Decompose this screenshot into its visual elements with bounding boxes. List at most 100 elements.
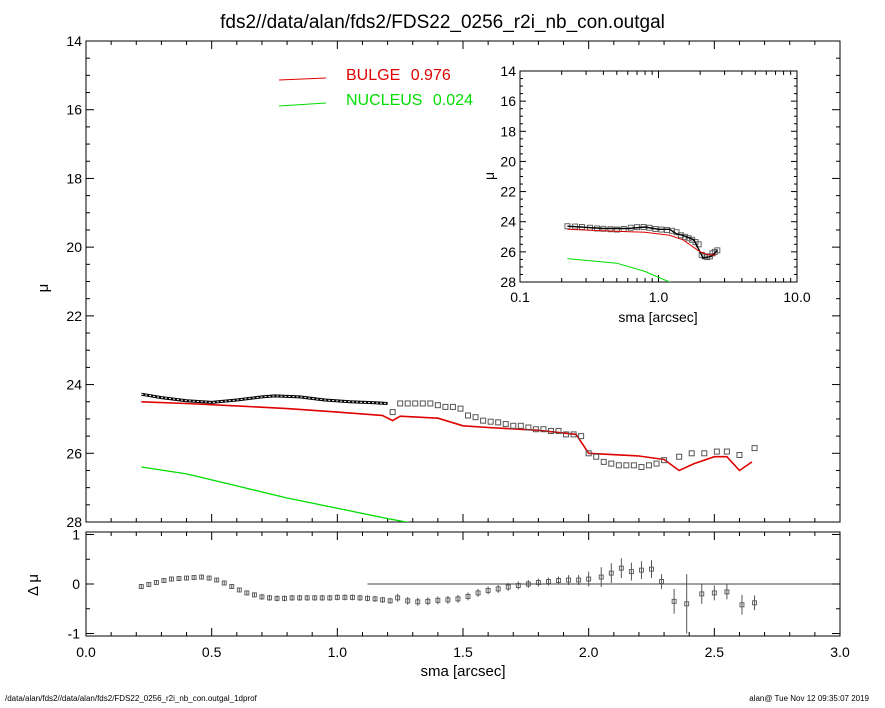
residual-data-point (535, 580, 541, 585)
main-y-tick-label: 18 (66, 170, 82, 186)
residual-data-point (244, 590, 250, 596)
footer-timestamp: alan@ Tue Nov 12 09:35:07 2019 (749, 694, 869, 703)
residual-data-point (372, 596, 378, 602)
res-x-tick-label: 3.0 (830, 644, 850, 660)
main-data-point (578, 433, 585, 440)
inset-y-tick-label: 22 (500, 184, 516, 200)
legend-bulge-label: BULGE 0.976 (346, 67, 451, 84)
inset-y-axis-label: μ (481, 172, 497, 180)
residual-data-point (251, 592, 257, 598)
inset-y-tick-label: 26 (500, 244, 516, 260)
residual-data-point (525, 581, 531, 587)
residual-data-point (435, 597, 441, 603)
main-data-point (502, 421, 509, 428)
main-data-point (412, 400, 419, 407)
model-curve (141, 392, 388, 405)
inset-plot-frame (519, 70, 798, 283)
main-y-axis-label: μ (35, 284, 52, 293)
res-y-tick-label: -1 (68, 626, 81, 642)
residual-data-point (349, 594, 355, 600)
main-data-point (540, 426, 547, 433)
main-data-point (751, 445, 758, 452)
main-y-tick-label: 16 (66, 102, 82, 118)
residual-data-point (365, 595, 370, 601)
res-x-tick-label: 1.0 (328, 644, 348, 660)
residual-data-point (495, 586, 501, 592)
residual-data-point (289, 595, 295, 601)
residual-data-point (214, 577, 220, 583)
inset-y-tick-label: 14 (500, 63, 516, 79)
main-data-point (653, 460, 660, 467)
residual-data-point (297, 595, 303, 601)
residual-data-point (505, 584, 511, 590)
res-x-tick-label: 2.0 (579, 644, 599, 660)
main-data-point (465, 412, 472, 419)
main-data-point (630, 462, 637, 469)
main-data-point (615, 462, 622, 469)
residual-data-point (628, 569, 634, 575)
main-data-point (442, 403, 449, 410)
residual-data-point (138, 584, 144, 589)
legend-nucleus-label: NUCLEUS 0.024 (346, 92, 473, 109)
inset-y-tick-label: 24 (500, 214, 516, 230)
residual-data-point (304, 595, 310, 601)
chart-title: fds2//data/alan/fds2/FDS22_0256_r2i_nb_c… (220, 12, 665, 33)
residual-data-point (556, 578, 561, 583)
main-data-point (713, 448, 720, 455)
inset-panel: 14 16 18 20 22 24 26 280.1 1.0 10.0 (500, 63, 810, 305)
inset-data-point (613, 226, 620, 233)
residual-data-point (146, 582, 152, 587)
main-data-point (623, 462, 630, 469)
main-data-point (397, 400, 404, 407)
main-data-point (434, 402, 441, 409)
residual-data-point (752, 600, 757, 606)
residual-data-point (405, 598, 411, 604)
residual-data-point (191, 575, 197, 581)
residual-data-point (176, 576, 182, 582)
main-data-point (638, 464, 645, 471)
main-data-point (563, 431, 570, 438)
main-data-point (701, 450, 708, 457)
main-y-tick-label: 26 (66, 445, 82, 461)
residual-data-point (649, 566, 654, 572)
residual-data-point (638, 567, 644, 573)
inset-bulge-curve (567, 228, 716, 256)
main-data-point (510, 422, 517, 429)
residual-data-point (739, 602, 745, 608)
residual-data-point (465, 593, 471, 599)
main-data-point (532, 426, 539, 433)
inset-y-tick-label: 28 (500, 274, 516, 290)
main-data-point (645, 462, 652, 469)
model-curve-highlight (141, 393, 388, 404)
inset-data-point (714, 247, 721, 254)
main-data-point (404, 400, 411, 407)
inset-data-point (607, 226, 614, 233)
main-data-point (688, 450, 695, 457)
main-data-point (449, 403, 456, 410)
residual-data-point (445, 597, 451, 603)
main-data-point (517, 422, 524, 429)
residual-data-point (566, 577, 572, 583)
residual-data-point (161, 578, 167, 583)
inset-y-tick-label: 20 (500, 153, 516, 169)
residual-data-point (327, 595, 333, 601)
inset-model-curve (567, 225, 718, 259)
residual-data-point (711, 590, 717, 596)
residual-data-point (684, 601, 690, 607)
main-data-point (570, 431, 577, 438)
main-y-tick-label: 22 (66, 308, 82, 324)
res-x-tick-label: 0.0 (76, 644, 96, 660)
main-data-point (525, 424, 532, 431)
residual-data-point (334, 594, 340, 600)
main-y-tick-label: 24 (66, 377, 82, 393)
main-data-point (600, 458, 607, 465)
res-y-tick-label: 0 (72, 576, 80, 592)
residual-data-point (546, 579, 551, 584)
main-panel: 14 16 18 20 22 24 26 28 (66, 33, 841, 530)
res-x-tick-label: 0.5 (202, 644, 222, 660)
residual-data-point (395, 595, 401, 601)
residual-data-point (380, 597, 386, 603)
main-y-tick-label: 14 (66, 33, 82, 49)
residual-data-point (199, 574, 205, 580)
residual-data-point (699, 591, 705, 597)
